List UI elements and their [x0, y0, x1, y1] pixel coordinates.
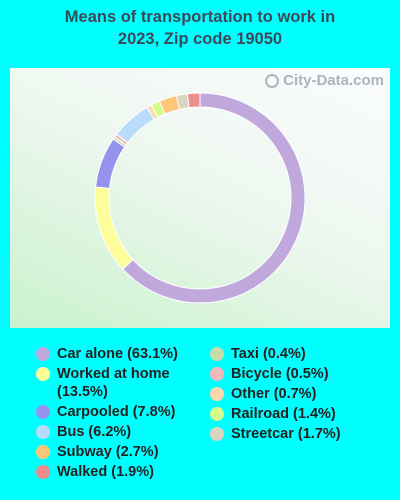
legend-right: Taxi (0.4%) Bicycle (0.5%) Other (0.7%) Rai…	[210, 345, 341, 445]
legend-label: Carpooled (7.8%)	[57, 404, 176, 420]
legend-item: Bicycle (0.5%)	[210, 365, 341, 383]
donut-slice-walked	[186, 92, 201, 109]
legend-item: Walked (1.9%)	[36, 463, 182, 481]
legend-label: Other (0.7%)	[231, 386, 317, 402]
chart-plot-area	[10, 68, 390, 328]
donut-slice-car-alone	[122, 92, 306, 304]
legend-swatch	[210, 407, 224, 421]
legend-label: Bicycle (0.5%)	[231, 366, 329, 382]
legend-item: Railroad (1.4%)	[210, 405, 341, 423]
donut-slice-carpooled	[95, 138, 126, 189]
legend-item: Car alone (63.1%)	[36, 345, 182, 363]
legend-swatch	[36, 347, 50, 361]
legend-swatch	[210, 387, 224, 401]
legend-label: Walked (1.9%)	[57, 464, 154, 480]
legend-label: Bus (6.2%)	[57, 424, 132, 440]
legend-swatch	[36, 445, 50, 459]
legend-swatch	[36, 465, 50, 479]
legend-swatch	[210, 367, 224, 381]
watermark-text: City-Data.com	[283, 72, 384, 89]
legend-item: Carpooled (7.8%)	[36, 403, 182, 421]
chart-title: Means of transportation to work in 2023,…	[0, 6, 400, 50]
legend-item: Subway (2.7%)	[36, 443, 182, 461]
legend-item: Other (0.7%)	[210, 385, 341, 403]
donut-slice-bus	[115, 106, 155, 144]
legend-left: Car alone (63.1%) Worked at home (13.5%) C…	[36, 345, 182, 483]
legend-swatch	[36, 367, 50, 381]
chart-title-line-1: Means of transportation to work in	[64, 8, 336, 26]
legend-item: Streetcar (1.7%)	[210, 425, 341, 443]
legend-label: Car alone (63.1%)	[57, 346, 178, 362]
legend-item: Taxi (0.4%)	[210, 345, 341, 363]
legend-item: Worked at home (13.5%)	[36, 365, 182, 401]
legend-swatch	[36, 405, 50, 419]
watermark: City-Data.com	[265, 72, 384, 89]
legend-label: Taxi (0.4%)	[231, 346, 306, 362]
donut-slice-worked-at-home	[94, 186, 134, 270]
chart-title-line-2: 2023, Zip code 19050	[117, 30, 283, 48]
legend-label: Railroad (1.4%)	[231, 406, 336, 422]
search-icon	[265, 73, 280, 88]
legend-label: Streetcar (1.7%)	[231, 426, 341, 442]
legend-label: Worked at home (13.5%)	[57, 366, 170, 400]
legend-swatch	[210, 347, 224, 361]
legend-item: Bus (6.2%)	[36, 423, 182, 441]
legend-swatch	[36, 425, 50, 439]
legend-label: Subway (2.7%)	[57, 444, 159, 460]
legend-swatch	[210, 427, 224, 441]
